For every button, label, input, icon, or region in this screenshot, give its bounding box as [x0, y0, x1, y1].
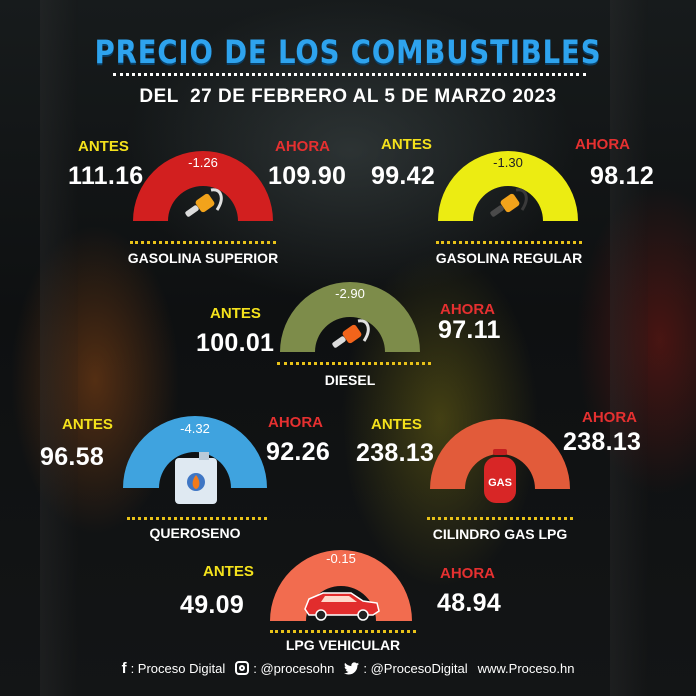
gauge-arc [438, 151, 578, 221]
now-price: 97.11 [438, 316, 501, 344]
before-label: ANTES [371, 416, 422, 433]
price-change: -2.90 [335, 286, 365, 301]
footer-social: f : Proceso Digital : @procesohn : @Proc… [0, 656, 696, 680]
now-label: AHORA [575, 136, 630, 153]
date-range-subtitle: DEL 27 DE FEBRERO AL 5 DE MARZO 2023 [139, 86, 557, 107]
gauge-arc [280, 282, 420, 352]
facebook-credit[interactable]: f : Proceso Digital [122, 660, 226, 677]
name-underline [130, 241, 276, 244]
before-price: 96.58 [40, 443, 105, 471]
fuel-name: DIESEL [324, 372, 376, 388]
fuel-nozzle-icon [490, 188, 528, 217]
name-underline [277, 362, 431, 365]
now-label: AHORA [268, 414, 323, 431]
twitter-handle: : @ProcesoDigital [363, 660, 468, 676]
jerrycan-icon [175, 452, 217, 504]
gas-cylinder-label: GAS [488, 477, 512, 489]
now-price: 109.90 [268, 162, 347, 190]
before-price: 238.13 [356, 439, 435, 467]
gauge-gasolina-superior [133, 151, 273, 221]
fuel-name: GASOLINA SUPERIOR [127, 250, 279, 266]
twitter-bird-icon [344, 661, 360, 674]
car-icon [304, 592, 380, 621]
before-price: 111.16 [68, 162, 144, 190]
now-price: 98.12 [590, 162, 655, 190]
gauge-lpg-vehicular [270, 550, 412, 621]
before-price: 49.09 [180, 591, 245, 619]
now-price: 238.13 [563, 428, 642, 456]
fuel-name: LPG VEHICULAR [285, 637, 401, 653]
gas-cylinder-icon: GAS [484, 449, 516, 503]
title-underline [113, 73, 586, 76]
now-label: AHORA [275, 138, 330, 155]
before-label: ANTES [381, 136, 432, 153]
instagram-credit[interactable]: : @procesohn [235, 661, 334, 676]
twitter-credit[interactable]: : @ProcesoDigital [344, 660, 468, 676]
background-pump-stripe [40, 0, 78, 696]
price-change: -1.30 [493, 155, 523, 170]
now-label: AHORA [582, 409, 637, 426]
gauge-gasolina-regular [438, 151, 578, 221]
gauge-arc [123, 416, 267, 488]
name-underline [436, 241, 582, 244]
background-pump-stripe [610, 0, 648, 696]
price-change: -1.26 [188, 155, 218, 170]
name-underline [127, 517, 267, 520]
instagram-icon [235, 661, 250, 675]
facebook-icon: f [121, 659, 127, 677]
instagram-handle: : @procesohn [253, 660, 335, 676]
fuel-name: QUEROSENO [149, 525, 241, 541]
price-change: -0.15 [326, 551, 356, 566]
before-label: ANTES [203, 563, 254, 580]
fuel-nozzle-icon [332, 319, 370, 348]
gauge-arc [133, 151, 273, 221]
fuel-name: GASOLINA REGULAR [435, 250, 583, 266]
fuel-name: CILINDRO GAS LPG [432, 526, 568, 542]
before-label: ANTES [62, 416, 113, 433]
now-label: AHORA [440, 301, 495, 318]
now-price: 92.26 [266, 438, 331, 466]
now-label: AHORA [440, 565, 495, 582]
price-change: -4.32 [180, 421, 210, 436]
gauge-queroseno [123, 416, 267, 504]
page-title: PRECIO DE LOS COMBUSTIBLES [94, 33, 602, 71]
gauge-cilindro-gas-lpg: GAS [430, 419, 570, 503]
before-label: ANTES [78, 138, 129, 155]
gauge-diesel [280, 282, 420, 352]
name-underline [427, 517, 573, 520]
website-link[interactable]: www.Proceso.hn [477, 660, 575, 676]
name-underline [270, 630, 416, 633]
fuel-nozzle-icon [185, 188, 223, 217]
facebook-handle: : Proceso Digital [130, 660, 226, 676]
before-price: 100.01 [196, 329, 275, 357]
before-label: ANTES [210, 305, 261, 322]
now-price: 48.94 [437, 589, 502, 617]
before-price: 99.42 [371, 162, 436, 190]
